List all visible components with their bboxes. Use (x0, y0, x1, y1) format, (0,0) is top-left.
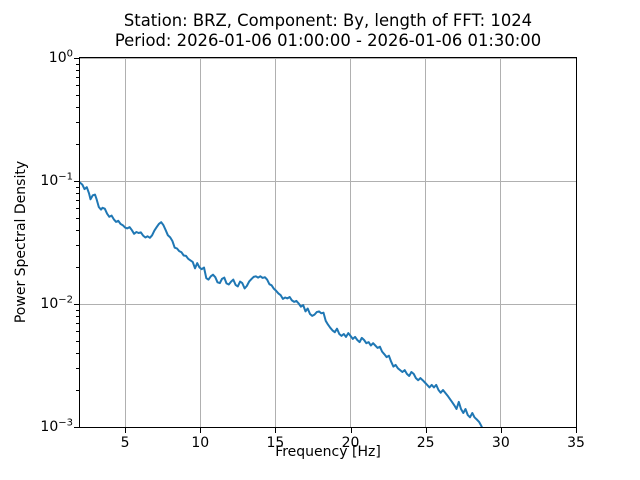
x-gridline (575, 58, 576, 427)
y-axis-label: Power Spectral Density (13, 160, 29, 324)
x-gridline (350, 58, 352, 427)
y-tick-mark (74, 181, 79, 182)
y-gridline (80, 180, 576, 182)
x-tick-label: 20 (341, 435, 360, 451)
y-tick-base: 10 (40, 173, 59, 189)
y-minor-tick-mark (76, 186, 79, 188)
y-minor-tick-mark (76, 69, 79, 71)
y-minor-tick-mark (76, 122, 79, 124)
y-minor-tick-mark (76, 143, 79, 145)
y-tick-mark (74, 304, 79, 305)
y-minor-tick-mark (76, 192, 79, 194)
y-minor-tick-mark (76, 245, 79, 247)
y-minor-tick-mark (76, 352, 79, 354)
y-tick-label: 10−1 (29, 172, 73, 190)
y-tick-base: 10 (48, 50, 67, 66)
y-minor-tick-mark (76, 309, 79, 311)
y-gridline (80, 58, 576, 59)
y-minor-tick-mark (76, 63, 79, 65)
chart-title-line2: Period: 2026-01-06 01:00:00 - 2026-01-06… (114, 31, 542, 50)
chart-title: Station: BRZ, Component: By, length of F… (80, 11, 576, 51)
x-gridline (274, 58, 276, 427)
y-tick-label: 100 (29, 49, 73, 67)
psd-line (80, 181, 483, 427)
x-tick-label: 15 (266, 435, 285, 451)
y-minor-tick-mark (76, 200, 79, 202)
y-minor-tick-mark (76, 106, 79, 108)
x-gridline (500, 58, 502, 427)
x-tick-mark (125, 428, 127, 433)
x-tick-label: 25 (416, 435, 435, 451)
y-minor-tick-mark (76, 323, 79, 325)
y-gridline (80, 303, 576, 305)
y-minor-tick-mark (76, 77, 79, 79)
y-tick-exponent: −3 (58, 417, 73, 429)
y-minor-tick-mark (76, 315, 79, 317)
y-tick-exponent: 0 (66, 48, 73, 60)
y-minor-tick-mark (76, 229, 79, 231)
psd-line-layer (80, 181, 483, 427)
x-tick-mark (425, 428, 427, 433)
y-tick-label: 10−2 (29, 295, 73, 313)
plot-area (80, 58, 576, 427)
y-gridline (80, 426, 576, 427)
chart-title-line1: Station: BRZ, Component: By, length of F… (123, 11, 533, 30)
y-minor-tick-mark (76, 389, 79, 391)
x-gridline (124, 58, 126, 427)
y-tick-label: 10−3 (29, 418, 73, 436)
x-tick-mark (200, 428, 202, 433)
y-tick-base: 10 (40, 296, 59, 312)
x-gridline (199, 58, 201, 427)
x-tick-label: 10 (191, 435, 210, 451)
x-tick-mark (576, 428, 577, 433)
y-tick-mark (74, 58, 79, 59)
y-minor-tick-mark (76, 266, 79, 268)
y-minor-tick-mark (76, 85, 79, 87)
x-tick-mark (500, 428, 502, 433)
x-tick-mark (350, 428, 352, 433)
x-tick-label: 30 (491, 435, 510, 451)
y-minor-tick-mark (76, 95, 79, 97)
x-tick-mark (275, 428, 277, 433)
y-tick-exponent: −2 (58, 294, 73, 306)
x-tick-label: 35 (567, 435, 585, 451)
y-tick-exponent: −1 (58, 171, 73, 183)
y-minor-tick-mark (76, 208, 79, 210)
x-axis-label: Frequency [Hz] (275, 444, 381, 460)
y-minor-tick-mark (76, 331, 79, 333)
y-tick-mark (74, 427, 79, 428)
x-gridline (425, 58, 427, 427)
y-minor-tick-mark (76, 341, 79, 343)
y-minor-tick-mark (76, 218, 79, 220)
y-tick-base: 10 (40, 419, 59, 435)
x-tick-label: 5 (120, 435, 130, 451)
y-minor-tick-mark (76, 368, 79, 370)
